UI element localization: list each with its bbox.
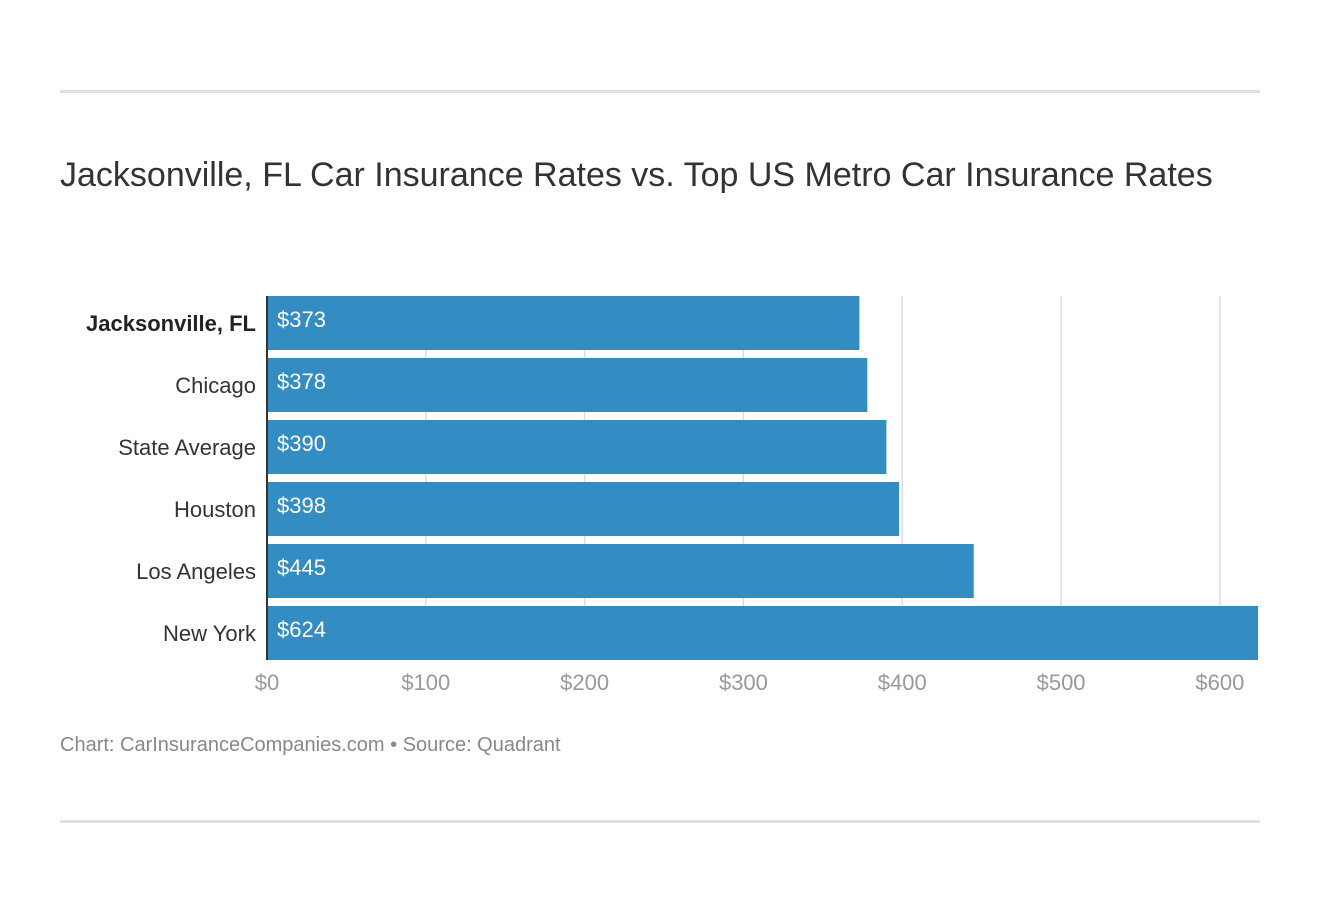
category-label: Jacksonville, FL (86, 311, 256, 336)
bar-value-label: $624 (277, 617, 326, 642)
chart-caption: Chart: CarInsuranceCompanies.com • Sourc… (60, 734, 561, 756)
bar-value-label: $445 (277, 555, 326, 580)
x-tick-label: $500 (1037, 670, 1086, 695)
bar-value-label: $390 (277, 431, 326, 456)
top-divider (60, 90, 1260, 93)
x-tick-label: $400 (878, 670, 927, 695)
bar (267, 420, 887, 474)
bar (267, 606, 1258, 660)
bar-value-label: $378 (277, 369, 326, 394)
bar (267, 544, 974, 598)
x-tick-label: $100 (401, 670, 450, 695)
x-tick-label: $0 (255, 670, 279, 695)
category-label: Chicago (175, 373, 256, 398)
bottom-divider (60, 820, 1260, 823)
category-label: Houston (174, 497, 256, 522)
bar-chart: $0 $100 $200 $300 $400 $500 $600 Jacksonville, … (86, 296, 1258, 695)
bar-value-label: $373 (277, 307, 326, 332)
chart-title: Jacksonville, FL Car Insurance Rates vs.… (60, 156, 1213, 194)
bar (267, 358, 868, 412)
bar-value-label: $398 (277, 493, 326, 518)
category-label: New York (163, 621, 257, 646)
x-tick-label: $200 (560, 670, 609, 695)
bar (267, 482, 900, 536)
x-tick-label: $300 (719, 670, 768, 695)
x-tick-label: $600 (1195, 670, 1244, 695)
category-label: Los Angeles (136, 559, 256, 584)
category-label: State Average (118, 435, 256, 460)
bar (267, 296, 860, 350)
